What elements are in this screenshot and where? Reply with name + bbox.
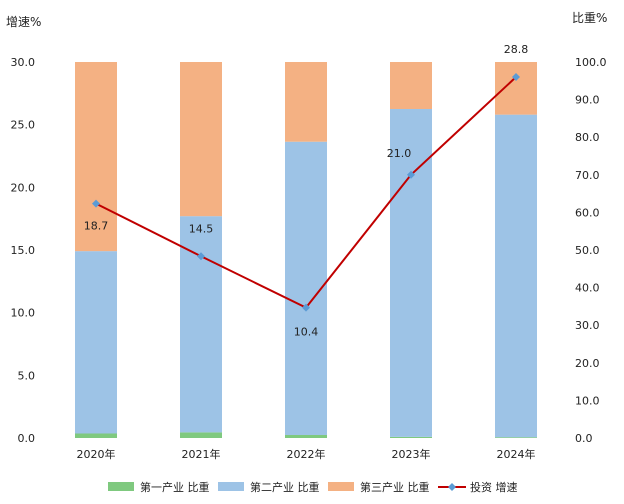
category-labels: 2020年 2021年 2022年 2023年 2024年 (77, 447, 536, 461)
bar-series (75, 62, 537, 438)
legend-swatch (218, 482, 244, 491)
category-label: 2021年 (182, 447, 221, 461)
right-tick-label: 10.0 (575, 394, 600, 407)
right-tick-label: 100.0 (575, 56, 607, 69)
bar-segment-1 (390, 436, 432, 438)
line-marker (512, 73, 520, 82)
left-axis-title: 增速% (6, 15, 41, 29)
bar-segment-3 (180, 62, 222, 217)
category-label: 2022年 (287, 447, 326, 461)
bar-segment-1 (180, 432, 222, 438)
line-marker (92, 199, 100, 208)
data-label: 21.0 (387, 147, 412, 160)
data-label: 10.4 (294, 326, 319, 339)
bar-segment-1 (285, 434, 327, 438)
line-marker (407, 170, 415, 179)
left-tick-label: 30.0 (11, 56, 36, 69)
bar-segment-3 (495, 62, 537, 115)
right-axis-title: 比重% (572, 11, 607, 25)
left-tick-label: 15.0 (11, 244, 36, 257)
left-tick-label: 0.0 (18, 432, 36, 445)
data-label: 14.5 (189, 222, 214, 235)
right-tick-label: 50.0 (575, 244, 600, 257)
left-tick-label: 5.0 (18, 369, 36, 382)
right-tick-label: 80.0 (575, 131, 600, 144)
right-tick-label: 90.0 (575, 94, 600, 107)
legend-label: 第三产业 比重 (360, 480, 430, 494)
right-tick-label: 30.0 (575, 319, 600, 332)
bar-segment-3 (390, 62, 432, 109)
line-marker (197, 252, 205, 261)
legend-swatch (108, 482, 134, 491)
right-tick-label: 60.0 (575, 206, 600, 219)
right-tick-label: 20.0 (575, 357, 600, 370)
line-marker (302, 303, 310, 312)
category-label: 2024年 (497, 447, 536, 461)
right-tick-label: 0.0 (575, 432, 593, 445)
bar-segment-1 (495, 437, 537, 438)
legend-label: 第一产业 比重 (140, 480, 210, 494)
bar-segment-2 (495, 114, 537, 438)
legend-label: 第二产业 比重 (250, 480, 320, 494)
left-tick-label: 10.0 (11, 307, 36, 320)
bar-segment-1 (75, 433, 117, 438)
bar-segment-2 (180, 216, 222, 433)
legend-marker (448, 483, 456, 491)
legend: 第一产业 比重 第二产业 比重 第三产业 比重 投资 增速 (108, 480, 518, 494)
legend-label: 投资 增速 (470, 480, 518, 494)
bar-segment-2 (75, 251, 117, 434)
legend-swatch (328, 482, 354, 491)
left-tick-label: 20.0 (11, 181, 36, 194)
data-label: 18.7 (84, 220, 109, 233)
left-tick-label: 25.0 (11, 119, 36, 132)
bar-segment-3 (285, 62, 327, 142)
bar-segment-3 (75, 62, 117, 252)
right-tick-label: 70.0 (575, 169, 600, 182)
bar-segment-2 (390, 109, 432, 437)
data-label: 28.8 (504, 43, 529, 56)
category-label: 2020年 (77, 447, 116, 461)
category-label: 2023年 (392, 447, 431, 461)
left-axis-ticks: 0.0 5.0 10.0 15.0 20.0 25.0 30.0 (11, 56, 36, 445)
right-axis-ticks: 0.0 10.0 20.0 30.0 40.0 50.0 60.0 70.0 80.0 90.0 1… (575, 56, 607, 445)
right-tick-label: 40.0 (575, 282, 600, 295)
line-series: 18.7 14.5 10.4 21.0 28.8 (84, 43, 529, 339)
